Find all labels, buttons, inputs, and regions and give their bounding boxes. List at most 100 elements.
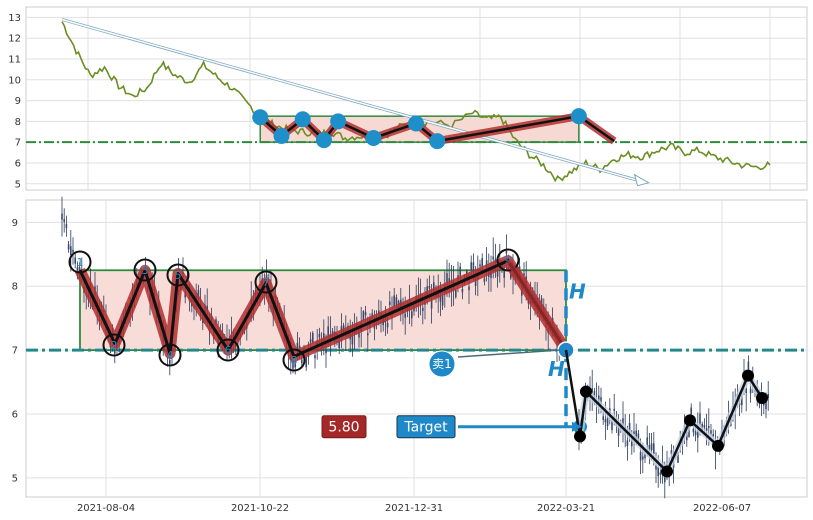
candle-body (639, 452, 642, 461)
pivot-marker (429, 133, 446, 150)
pivot-label: 3 (142, 264, 149, 277)
candle-body (686, 432, 688, 441)
candle-body (428, 286, 431, 289)
candle-body (670, 450, 673, 455)
candle-body (296, 342, 299, 350)
candle-body (699, 413, 701, 424)
y-tick-label: 9 (15, 96, 21, 107)
candle-body (697, 427, 699, 438)
candle-body (637, 433, 640, 442)
candle-body (646, 437, 648, 445)
candle-body (301, 359, 303, 364)
candle-body (325, 349, 327, 354)
candle-body (389, 301, 391, 306)
candle-body (653, 443, 655, 455)
candle-body (712, 434, 714, 437)
candle-body (642, 456, 644, 460)
trend-arrow-head (633, 173, 650, 187)
height-label-lower: H (548, 357, 565, 381)
candle-body (351, 334, 354, 345)
pivot-label: 7 (263, 276, 270, 289)
candle-body (312, 332, 314, 343)
target-label: Target (403, 420, 448, 436)
post-pivot-marker (684, 414, 696, 427)
pivot-marker (408, 115, 424, 132)
candle-body (600, 397, 602, 404)
candle-body (611, 421, 613, 430)
candle-body (67, 244, 70, 250)
candle-body (472, 262, 475, 272)
pivot-marker (273, 127, 290, 144)
y-tick-label: 12 (8, 34, 21, 45)
candle-body (364, 312, 367, 316)
candle-body (470, 262, 472, 271)
sell-marker (428, 350, 456, 378)
price-box (321, 415, 367, 439)
post-pivot-marker (756, 392, 768, 404)
candle-body (448, 278, 450, 283)
pivot-marker (365, 130, 382, 147)
candle-body (65, 224, 68, 229)
pivot-marker (252, 109, 269, 126)
target-arrowhead (572, 421, 582, 432)
pivot-circle (496, 248, 520, 272)
candle-body (169, 359, 171, 364)
candle-body (747, 361, 750, 372)
candle-body (503, 268, 505, 278)
candle-body (633, 431, 635, 435)
candle-body (74, 257, 76, 264)
candle-body (492, 256, 494, 260)
plot-area (25, 6, 808, 191)
candle-body (767, 393, 769, 398)
candle-body (505, 251, 508, 254)
y-tick-label: 10 (8, 75, 21, 86)
candle-body (741, 396, 743, 406)
candle-body (459, 266, 461, 277)
post-pivot-marker (742, 369, 754, 382)
post-pivot-marker (661, 465, 673, 478)
candle-body (455, 290, 457, 298)
breakdown-band (505, 259, 569, 352)
candle-body (309, 339, 312, 343)
target-box (396, 415, 456, 439)
candle-body (496, 269, 499, 277)
candle-body (628, 423, 631, 433)
candle-body (422, 307, 424, 311)
sell-marker-label: 卖1 (432, 357, 452, 371)
pivot-label: 5 (175, 269, 182, 282)
candle-body (604, 419, 607, 423)
zigzag-line (78, 259, 568, 358)
y-tick-label: 6 (15, 158, 21, 169)
candle-body (631, 438, 633, 447)
pivot-circle (133, 258, 157, 282)
candle-body (367, 333, 369, 336)
candle-body (708, 426, 710, 428)
sell-pointer (457, 349, 561, 358)
y-tick-label: 5 (15, 179, 21, 190)
candle-body (613, 408, 615, 411)
y-tick-label: 8 (15, 117, 21, 128)
price-label: 5.80 (328, 420, 359, 436)
candle-body (664, 477, 666, 483)
candle-body (705, 428, 708, 431)
x-tick-label: 2022-06-07 (693, 503, 751, 514)
y-tick-label: 5 (12, 473, 18, 484)
candle-body (72, 249, 74, 253)
candle-body (318, 333, 321, 338)
pivot-label: 1 (77, 256, 84, 269)
candle-body (461, 289, 464, 293)
candle-body (362, 311, 365, 321)
candle-body (688, 427, 690, 437)
candle-body (617, 425, 620, 436)
candle-body (184, 293, 186, 298)
x-tick-label: 2021-12-31 (385, 503, 443, 514)
pivot-label: 9 (505, 254, 512, 267)
post-path-link (564, 349, 582, 437)
candle-body (655, 465, 657, 470)
candle-body (485, 260, 488, 269)
candle-body (294, 361, 296, 368)
post-pivot-marker (574, 430, 586, 443)
pivot-circle (254, 270, 278, 294)
candle-body (338, 340, 340, 349)
